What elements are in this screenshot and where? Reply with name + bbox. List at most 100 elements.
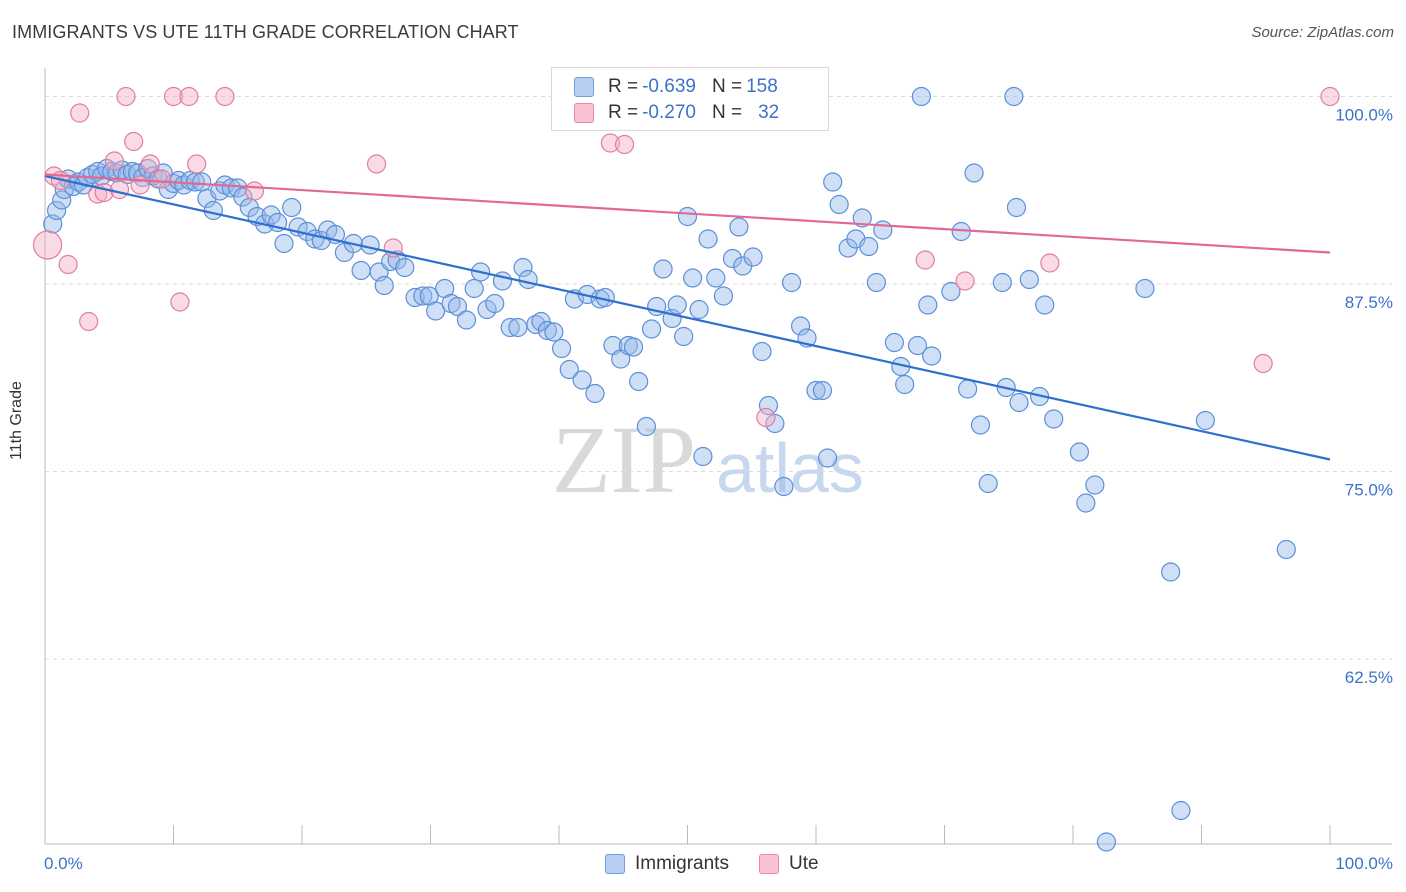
- data-point: [374, 275, 394, 296]
- data-point: [447, 296, 468, 317]
- bottom-legend-ute[interactable]: Ute: [758, 853, 819, 875]
- data-point: [187, 154, 207, 174]
- series-ute: [32, 86, 1340, 428]
- data-point: [743, 247, 763, 267]
- data-point: [729, 217, 749, 237]
- data-point: [1276, 539, 1296, 560]
- data-point: [456, 310, 477, 330]
- data-point: [674, 326, 694, 347]
- data-point: [636, 416, 656, 437]
- data-point: [722, 248, 743, 269]
- data-point: [978, 473, 998, 494]
- data-point: [667, 295, 687, 315]
- x-tick-label: 100.0%: [1335, 854, 1393, 873]
- bottom-legend-immigrants[interactable]: Immigrants: [605, 853, 729, 875]
- trend-line-ute: [44, 173, 1331, 254]
- bottom-legend-swatch-ute: [758, 854, 779, 874]
- data-point: [1096, 832, 1117, 852]
- data-point: [970, 415, 991, 435]
- data-point: [559, 359, 579, 380]
- data-point: [244, 181, 265, 201]
- data-point: [413, 286, 433, 306]
- data-point: [124, 131, 144, 152]
- data-point: [526, 314, 546, 335]
- data-point: [366, 154, 387, 174]
- data-point: [774, 476, 794, 497]
- data-point: [752, 341, 772, 362]
- y-tick-label: 87.5%: [1345, 293, 1393, 312]
- data-point: [152, 169, 172, 189]
- watermark: ZIP atlas: [552, 406, 864, 513]
- data-point: [508, 317, 528, 338]
- data-point: [130, 175, 150, 195]
- legend: R = -0.639 N = 158 R = -0.270 N = 32: [551, 67, 829, 131]
- data-point: [992, 272, 1012, 293]
- bottom-legend-swatch-immigrants: [605, 854, 625, 874]
- data-point: [1035, 295, 1055, 315]
- data-point: [1019, 269, 1039, 290]
- data-point: [964, 163, 984, 183]
- data-point: [1069, 442, 1090, 462]
- data-point: [941, 281, 961, 302]
- data-point: [163, 86, 184, 107]
- legend-r-label: R =: [608, 102, 639, 123]
- legend-row-immigrants: R = -0.639 N = 158: [574, 75, 782, 99]
- data-point: [203, 200, 223, 221]
- data-point: [756, 407, 776, 428]
- data-point: [405, 287, 425, 308]
- data-point: [551, 338, 572, 359]
- data-point: [116, 86, 136, 107]
- data-point: [70, 103, 90, 123]
- data-point: [689, 299, 709, 320]
- data-point: [781, 272, 802, 293]
- data-point: [922, 346, 942, 366]
- data-point: [1085, 475, 1105, 495]
- data-point: [1040, 253, 1060, 273]
- legend-n-label: N =: [711, 76, 743, 97]
- data-point: [32, 230, 63, 260]
- legend-n-value: 32: [758, 102, 780, 123]
- axes: [44, 68, 1392, 845]
- data-point: [261, 205, 281, 225]
- data-point: [623, 337, 644, 357]
- data-point: [79, 311, 99, 332]
- source-label: Source: ZipAtlas.com: [1251, 24, 1394, 41]
- data-point: [817, 448, 838, 468]
- data-point: [518, 269, 538, 290]
- data-point: [228, 178, 248, 198]
- data-point: [806, 380, 826, 401]
- data-point: [859, 236, 879, 257]
- data-point: [351, 260, 371, 281]
- legend-row-ute: R = -0.270 N = 32: [574, 101, 783, 125]
- data-point: [585, 383, 605, 404]
- data-point: [426, 301, 446, 321]
- data-point: [485, 293, 505, 314]
- data-point: [698, 229, 718, 249]
- data-point: [233, 187, 253, 207]
- data-point: [94, 182, 114, 203]
- data-point: [866, 272, 886, 293]
- data-point: [1195, 410, 1215, 431]
- data-point: [170, 292, 190, 312]
- data-point: [179, 86, 199, 107]
- data-point: [629, 371, 649, 392]
- data-point: [464, 278, 484, 299]
- data-point: [955, 271, 975, 291]
- watermark-atlas: atlas: [716, 429, 864, 507]
- legend-r-value: -0.270: [642, 102, 696, 123]
- tick-labels: 100.0% 87.5% 75.0% 62.5% 0.0% 100.0%: [44, 106, 1393, 874]
- data-point: [58, 254, 78, 275]
- legend-r-label: R =: [608, 76, 639, 97]
- data-point: [544, 322, 564, 342]
- legend-n-label: N =: [711, 102, 743, 123]
- data-point: [572, 370, 592, 390]
- data-point: [46, 200, 67, 221]
- data-point: [873, 220, 893, 240]
- chart-title: IMMIGRANTS VS UTE 11TH GRADE CORRELATION…: [12, 22, 519, 42]
- data-point: [758, 395, 779, 416]
- y-tick-label: 100.0%: [1335, 106, 1393, 125]
- x-tick-label: 0.0%: [44, 854, 83, 873]
- data-point: [1320, 86, 1340, 107]
- data-point: [1044, 409, 1064, 429]
